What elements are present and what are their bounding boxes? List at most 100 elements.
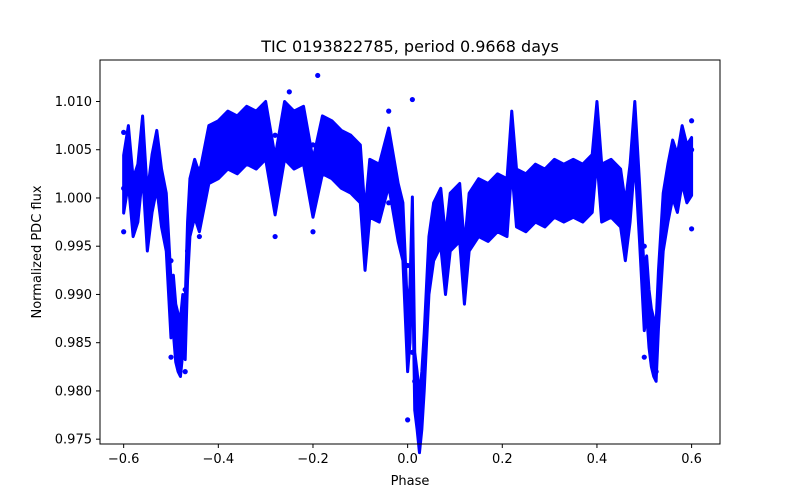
data-point	[215, 147, 221, 153]
data-point	[386, 200, 392, 206]
data-point	[286, 89, 292, 95]
data-point	[670, 166, 676, 172]
data-point	[154, 156, 160, 162]
point-density-cloud	[122, 99, 694, 455]
data-point	[158, 195, 165, 201]
data-point	[300, 132, 307, 138]
data-point	[608, 185, 614, 191]
data-point	[348, 161, 354, 167]
data-point	[447, 219, 453, 225]
data-point	[648, 335, 654, 341]
data-point	[400, 229, 406, 235]
plot-frame	[99, 59, 721, 445]
data-point	[414, 397, 420, 404]
data-point	[130, 205, 136, 211]
x-tick-label: −0.6	[108, 452, 140, 467]
data-point	[329, 147, 335, 153]
data-point	[423, 311, 430, 317]
data-point	[570, 185, 576, 191]
data-point	[412, 378, 418, 384]
data-point	[144, 219, 150, 225]
data-point	[461, 272, 468, 278]
data-point	[419, 397, 425, 404]
data-point	[644, 282, 650, 288]
data-points	[121, 72, 695, 436]
data-point	[674, 180, 681, 187]
y-tick-label: 0.990	[55, 288, 92, 303]
data-point	[291, 137, 297, 143]
data-point	[376, 190, 382, 196]
data-point	[234, 142, 240, 148]
x-tick-label: −0.4	[203, 452, 235, 467]
data-point	[367, 185, 373, 191]
x-tick-label: 0.0	[397, 452, 418, 467]
data-point	[513, 195, 520, 201]
x-axis: −0.6 −0.4 −0.2 0.0 0.2 0.4 0.6	[108, 444, 702, 467]
data-point	[121, 229, 127, 235]
data-point	[580, 190, 586, 196]
data-point	[416, 412, 423, 418]
data-point	[589, 180, 595, 187]
data-point	[168, 354, 174, 360]
data-point	[281, 127, 288, 134]
data-point	[182, 287, 188, 293]
data-point	[504, 205, 510, 211]
y-tick-label: 1.005	[55, 143, 92, 158]
data-point	[125, 151, 131, 158]
data-point	[395, 209, 401, 216]
data-point	[196, 166, 202, 172]
y-tick-label: 0.995	[55, 240, 92, 255]
data-point	[121, 129, 127, 135]
data-point	[244, 132, 250, 138]
data-point	[405, 417, 411, 423]
flux-band	[122, 99, 694, 455]
data-point	[551, 185, 557, 191]
data-point	[636, 209, 643, 216]
data-point	[180, 320, 186, 326]
data-point	[225, 137, 231, 143]
data-point	[532, 190, 539, 196]
data-point	[632, 127, 638, 134]
data-point	[421, 359, 427, 365]
data-point	[689, 226, 695, 232]
data-point	[168, 258, 174, 264]
y-tick-label: 0.985	[55, 336, 92, 351]
y-axis-label: Normalized PDC flux	[30, 185, 45, 318]
data-point	[561, 190, 567, 196]
data-point	[140, 142, 146, 148]
data-point	[618, 195, 624, 201]
data-point	[651, 344, 657, 351]
data-point	[405, 262, 411, 269]
data-point	[206, 151, 212, 158]
y-tick-label: 1.010	[55, 95, 92, 110]
y-axis: 0.975 0.980 0.985 0.990 0.995 1.000 1.005 1.010	[55, 95, 100, 448]
data-point	[149, 180, 155, 187]
data-point	[660, 219, 666, 225]
data-point	[523, 200, 529, 206]
data-point	[407, 311, 413, 317]
data-point	[362, 238, 368, 244]
data-point	[658, 258, 664, 264]
data-point	[426, 262, 432, 269]
data-point	[253, 137, 259, 143]
data-point	[135, 190, 141, 196]
data-point	[599, 190, 605, 196]
data-point	[409, 96, 415, 103]
x-tick-label: −0.2	[297, 452, 329, 467]
data-point	[163, 219, 169, 225]
data-point	[653, 330, 659, 336]
x-tick-label: 0.2	[492, 452, 513, 467]
data-point	[272, 233, 278, 240]
data-point	[627, 190, 633, 196]
data-point	[187, 205, 193, 211]
data-point	[509, 137, 515, 143]
data-point	[665, 190, 671, 196]
data-point	[653, 369, 659, 375]
data-point	[485, 209, 491, 216]
data-point	[173, 330, 179, 336]
data-point	[622, 229, 628, 235]
data-point	[272, 132, 278, 138]
data-point	[315, 72, 321, 79]
data-point	[319, 142, 326, 148]
